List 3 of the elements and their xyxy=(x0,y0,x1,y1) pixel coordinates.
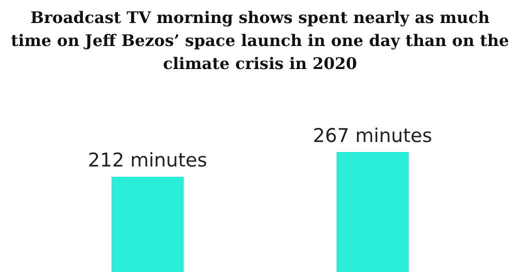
data-label: 212 minutes xyxy=(88,150,208,172)
data-label: 267 minutes xyxy=(312,125,432,147)
chart-title: Broadcast TV morning shows spent nearly as much time on Jeff Bezos’ space launch in one day than on the climate crisis in 2020 xyxy=(10,7,510,75)
